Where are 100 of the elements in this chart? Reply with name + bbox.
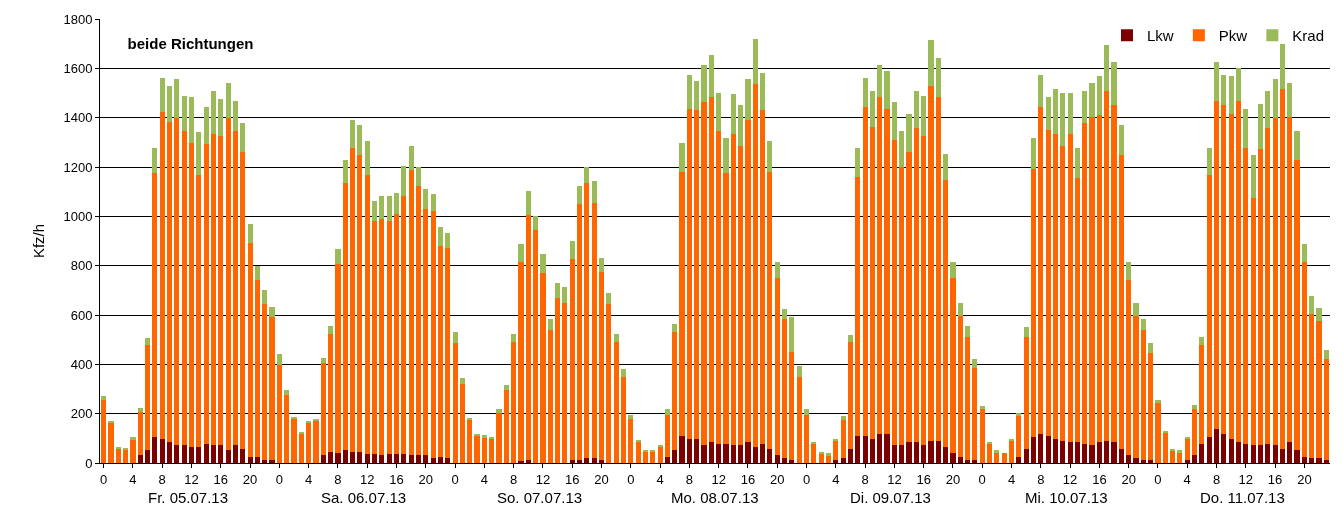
bar [269,317,275,461]
bar [694,81,700,111]
bar [393,454,400,463]
bar [913,128,919,443]
x-tick-label: 8 [1212,471,1221,487]
bar [767,171,773,449]
bar [1309,314,1315,459]
bar [452,343,458,463]
bar [972,359,978,368]
bar [833,440,839,461]
y-tick-label: 600 [70,307,93,323]
bar [254,280,260,457]
bar [284,395,290,463]
x-tick-label: 0 [100,471,108,487]
bar [240,152,246,449]
bar [1235,442,1242,463]
bar [840,458,846,463]
bar [335,249,341,265]
bar [240,448,246,463]
text: beide Richtungen [127,35,254,53]
bar [371,200,378,221]
bar [950,453,956,463]
bar [320,455,326,463]
bar [1016,416,1022,457]
x-tick-label: 20 [594,471,609,487]
bar [291,419,297,463]
bar [628,419,634,463]
bar [642,451,649,463]
bar [855,176,861,436]
bar [481,435,487,438]
bar [928,440,934,463]
bar [1257,103,1264,150]
bar [1060,440,1066,463]
bar [445,458,451,463]
bar [1294,160,1300,451]
bar [1133,302,1139,316]
bar [781,458,788,463]
bar [371,454,378,463]
bar [181,95,187,131]
text: Mi. 10.07.13 [1025,489,1108,506]
bar [1126,280,1132,456]
bar [364,454,370,463]
bar [386,220,392,455]
bar [613,333,619,342]
bar [423,189,429,209]
bar [906,442,912,463]
bar [811,443,817,463]
bar [745,119,751,443]
x-tick-label: 0 [627,471,635,487]
bar [254,265,260,281]
bar [364,140,370,176]
bar [906,113,912,153]
bar [591,458,597,463]
bar [298,433,304,463]
bar [284,390,290,396]
bar [210,134,217,446]
x-tick-label: 12 [711,471,726,487]
bar [1287,116,1293,443]
bar [972,367,978,461]
bar [847,448,854,463]
bar [745,79,751,120]
bar [115,448,121,463]
bar [576,204,583,461]
bar [657,444,663,447]
x-tick-label: 8 [158,471,166,487]
bar [833,460,839,463]
bar [672,450,678,463]
bar [723,443,729,463]
bar [218,445,224,463]
bar [306,420,312,423]
bar [869,126,875,439]
bar [1265,128,1271,444]
bar [1323,460,1329,463]
bar [1221,434,1227,463]
bar [1265,90,1271,129]
bar [415,455,422,463]
bar [1111,105,1117,443]
bar [935,440,941,463]
bar [950,262,956,279]
bar [518,262,524,461]
y-tick-label: 1800 [63,11,93,27]
bar [313,421,319,463]
x-tick-label: 16 [916,471,931,487]
bar [533,215,539,231]
bar [1250,155,1256,198]
bar [1067,92,1073,135]
bar [1243,108,1249,148]
bar [738,146,744,446]
bar [979,406,985,410]
bar [730,134,736,446]
bar [862,435,868,463]
x-tick-label: 4 [480,471,488,487]
bar [1052,438,1059,463]
bar [1265,443,1271,463]
bar [899,131,905,167]
bar [225,82,231,119]
bar [555,283,561,299]
bar [174,79,180,118]
bar [401,454,407,463]
bar [525,460,531,463]
